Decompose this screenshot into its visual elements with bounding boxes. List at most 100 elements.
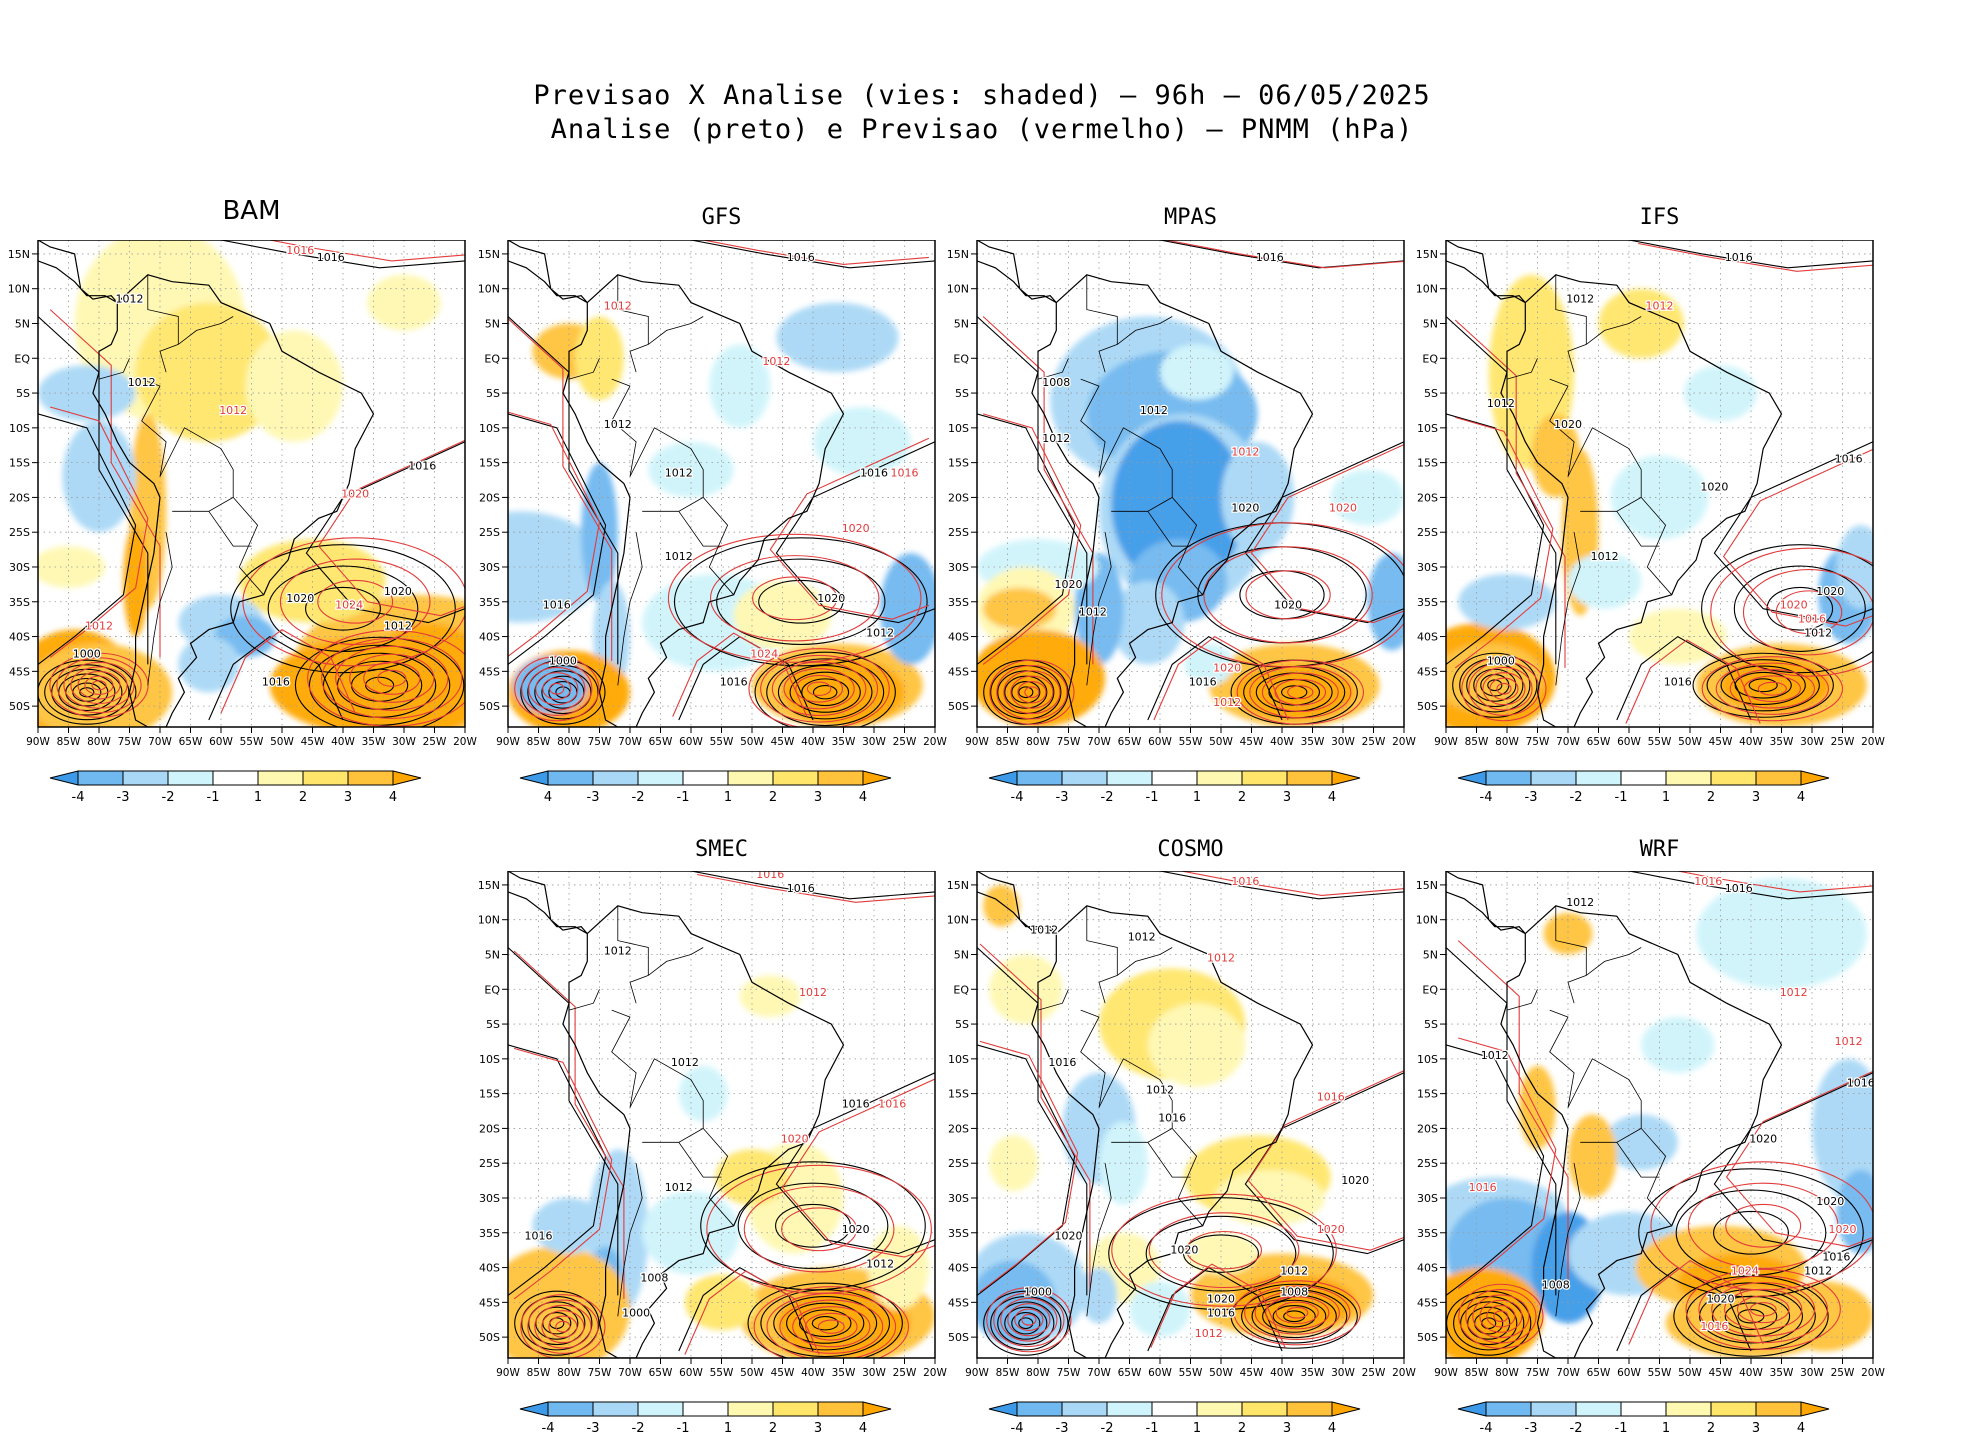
isobar-label: 1020 xyxy=(286,592,314,605)
isobar-label: 1012 xyxy=(799,986,827,999)
isobar-label: 1024 xyxy=(1731,1265,1759,1278)
bias-shading xyxy=(1598,288,1684,359)
coastline-south-america xyxy=(92,274,375,727)
y-tick-label: 40S xyxy=(479,631,500,644)
isobar xyxy=(979,943,1091,1292)
colorbar-tick-label: 3 xyxy=(1283,1421,1291,1436)
isobar-label: 1012 xyxy=(665,550,693,563)
colorbar-bin xyxy=(772,770,819,786)
y-tick-label: 30S xyxy=(479,561,500,574)
isobar-label: 1020 xyxy=(842,1223,870,1236)
isobar xyxy=(1004,1306,1048,1340)
isobar xyxy=(70,666,128,705)
isobar xyxy=(1254,1290,1340,1335)
y-tick-label: 35S xyxy=(9,596,30,609)
country-border xyxy=(1567,1058,1673,1227)
coastline-central-america xyxy=(1446,871,1526,935)
y-tick-label: 40S xyxy=(9,631,30,644)
y-tick-label: EQ xyxy=(484,352,500,365)
colorbar-tick-label: 1 xyxy=(724,1421,732,1436)
country-border xyxy=(617,532,643,686)
isobar xyxy=(1457,940,1569,1289)
y-tick-label: 15S xyxy=(479,457,500,470)
isobar xyxy=(769,437,930,620)
colorbar-bin xyxy=(1196,1401,1243,1417)
bias-shading xyxy=(178,636,240,693)
x-tick-label: 65W xyxy=(1118,1367,1142,1379)
country-border xyxy=(1086,1163,1112,1317)
isobar-label: 1020 xyxy=(1707,1292,1735,1305)
isobar-label: 1020 xyxy=(1829,1223,1857,1236)
isobar xyxy=(38,413,137,665)
x-tick-label: 30W xyxy=(392,736,416,748)
colorbar-tick-label: 1 xyxy=(1193,790,1201,805)
colorbar-bin xyxy=(547,770,594,786)
x-tick-label: 70W xyxy=(1087,1367,1111,1379)
colorbar-arrow-right xyxy=(392,770,422,786)
colorbar-tick-label: -1 xyxy=(1615,1421,1628,1436)
x-tick-label: 75W xyxy=(1057,1367,1081,1379)
isobar-label: 1012 xyxy=(1481,1049,1509,1062)
x-tick-label: 35W xyxy=(832,1367,856,1379)
bias-shading xyxy=(1641,1017,1715,1073)
isobar xyxy=(996,664,1068,720)
isobar-label: 1012 xyxy=(1195,1327,1223,1340)
colorbar-bin xyxy=(1151,770,1198,786)
isobar-label: 1020 xyxy=(1055,1230,1083,1243)
x-tick-label: 55W xyxy=(1179,1367,1203,1379)
x-tick-label: 20W xyxy=(923,736,947,748)
country-border xyxy=(1555,274,1587,345)
colorbar-tick-label: 2 xyxy=(1707,790,1715,805)
isobar xyxy=(1446,316,1557,665)
isobar xyxy=(1748,678,1778,693)
country-border xyxy=(1147,511,1191,547)
isobar xyxy=(667,533,922,663)
colorbar-tick-label: -4 xyxy=(1480,1421,1493,1436)
coastline-south-america xyxy=(1031,274,1314,727)
isobar xyxy=(1245,570,1331,620)
country-border xyxy=(642,497,704,512)
x-tick-label: 70W xyxy=(1087,736,1111,748)
x-tick-label: 80W xyxy=(1026,1367,1050,1379)
chart-title-line1: Previsao X Analise (vies: shaded) — 96h … xyxy=(533,80,1431,111)
isobar xyxy=(1638,1168,1864,1298)
isobar xyxy=(1701,544,1873,674)
x-tick-label: 55W xyxy=(710,736,734,748)
isobar-label: 1020 xyxy=(1213,661,1241,674)
x-tick-label: 65W xyxy=(649,736,673,748)
isobar xyxy=(1725,1070,1873,1248)
bias-shading xyxy=(508,511,606,623)
y-tick-label: 15S xyxy=(948,457,969,470)
isobar xyxy=(1465,1289,1537,1344)
colorbar-bin xyxy=(1196,770,1243,786)
isobar-label: 1020 xyxy=(1055,578,1083,591)
colorbar-arrow-right xyxy=(862,770,892,786)
coastline-central-america xyxy=(508,871,588,935)
colorbar-bam: -4 -3 -2 -1 1 2 3 4 xyxy=(49,770,422,805)
x-tick-label: 20W xyxy=(1392,736,1416,748)
country-border xyxy=(678,511,722,547)
isobar xyxy=(1011,680,1041,704)
isobar-label: 1016 xyxy=(878,1098,906,1111)
isobar-label: 1016 xyxy=(1317,1091,1345,1104)
isobar-label: 1000 xyxy=(73,647,101,660)
isobar xyxy=(1003,670,1061,715)
isobar xyxy=(317,439,465,617)
colorbar-arrow-left xyxy=(1457,770,1487,786)
isobar xyxy=(1687,1182,1839,1270)
isobar xyxy=(775,441,935,624)
x-tick-label: 25W xyxy=(893,1367,917,1379)
isobar xyxy=(1186,1230,1263,1270)
x-tick-label: 40W xyxy=(1270,736,1294,748)
x-tick-label: 85W xyxy=(996,736,1020,748)
y-tick-label: EQ xyxy=(484,983,500,996)
x-tick-label: 60W xyxy=(1148,736,1172,748)
y-tick-label: 15N xyxy=(8,248,30,261)
bias-shading xyxy=(1446,1267,1544,1358)
colorbar-arrow-right xyxy=(1331,1401,1361,1417)
x-tick-label: 30W xyxy=(1331,736,1355,748)
x-tick-label: 25W xyxy=(1362,736,1386,748)
x-tick-label: 70W xyxy=(618,1367,642,1379)
isobar xyxy=(1625,639,1761,724)
